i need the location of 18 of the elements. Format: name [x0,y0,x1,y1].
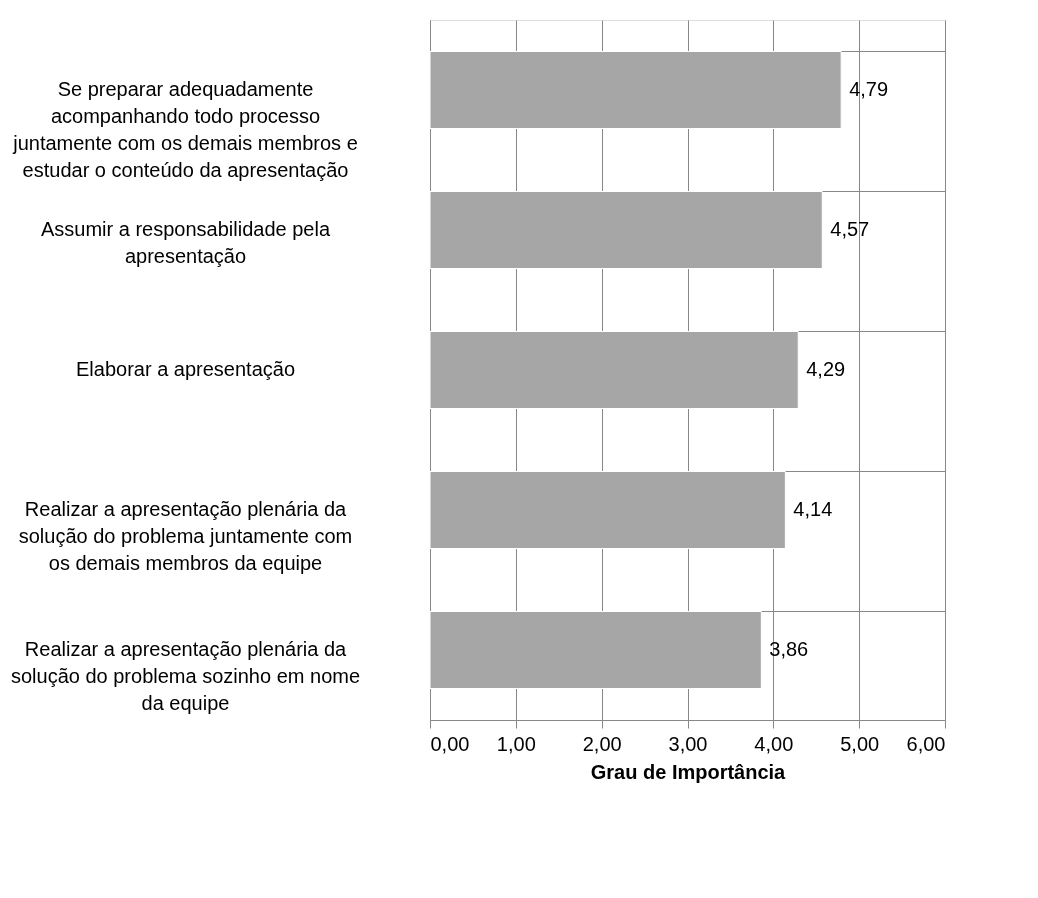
data-label: 4,57 [830,218,870,240]
data-label: 4,79 [849,78,889,100]
x-tick-label: 5,00 [840,732,880,755]
x-tick-label: 3,00 [668,732,708,755]
x-tick-label: 2,00 [582,732,622,755]
y-tick-label: Realizar a apresentação plenária da solução do problema juntamente com os demais membros da equipe [18,498,353,574]
y-tick-label: Realizar a apresentação plenária da solução do problema sozinho em nome da equipe [10,638,361,714]
y-tick-label: Se preparar adequadamente acompanhando todo processo juntamente com os demais membros e estudar o conteúdo da apresentação [12,78,358,181]
x-tick-label: 4,00 [754,732,794,755]
x-axis-title: Grau de Importância [590,760,787,783]
x-tick-label: 0,00 [430,732,470,755]
data-label: 4,29 [806,358,846,380]
data-label: 4,14 [793,498,833,520]
x-tick-label: 6,00 [906,732,946,755]
y-tick-label: Assumir a responsabilidade pela apresentação [40,218,331,267]
data-label: 3,86 [769,638,809,660]
x-tick-label: 1,00 [496,732,536,755]
y-tick-label: Elaborar a apresentação [75,358,296,380]
